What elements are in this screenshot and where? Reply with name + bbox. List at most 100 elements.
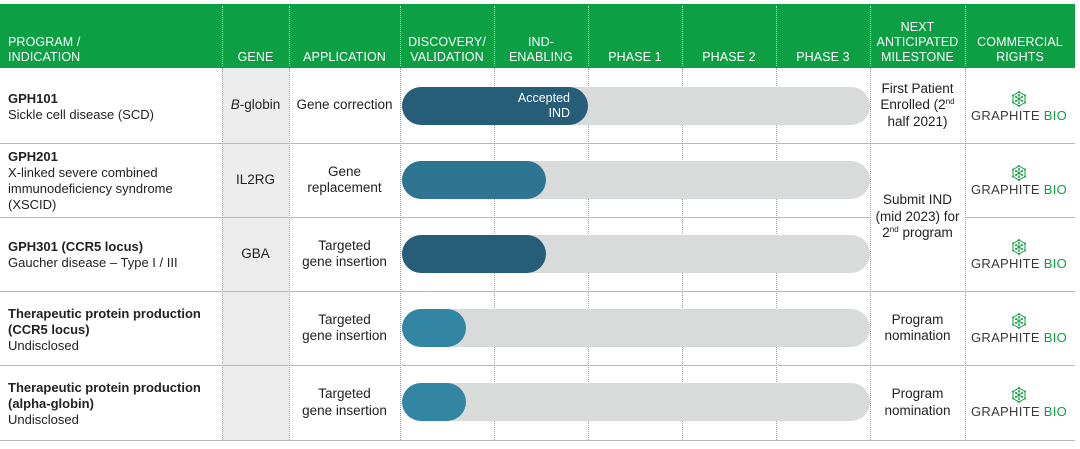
row-divider <box>0 365 1075 366</box>
header-milestone: NEXT ANTICIPATED MILESTONE <box>876 20 959 64</box>
progress-bar <box>402 161 546 199</box>
milestone-sup: nd <box>889 225 899 235</box>
header-rights: COMMERCIAL RIGHTS <box>977 35 1063 64</box>
row-divider <box>0 217 870 218</box>
header-column-divider <box>400 6 401 66</box>
header-column-divider <box>870 6 871 66</box>
logo-wordmark: GRAPHITE BIO <box>971 108 1067 123</box>
program-indication: Undisclosed <box>8 412 79 427</box>
program-indication: Gaucher disease – Type I / III <box>8 255 178 270</box>
header-column-divider <box>222 6 223 66</box>
graphite-hexagon-icon <box>1012 313 1026 329</box>
graphite-hexagon-icon <box>1012 239 1026 255</box>
program-cell: Therapeutic protein production (CCR5 loc… <box>8 306 218 354</box>
program-cell: GPH101 Sickle cell disease (SCD) <box>8 91 218 123</box>
gene-cell: IL2RG <box>235 171 276 187</box>
row-divider <box>0 143 1075 144</box>
milestone-cell: Program nomination <box>884 386 951 418</box>
program-name: Therapeutic protein production (alpha-gl… <box>8 380 201 411</box>
gene-cell: GBA <box>241 245 270 261</box>
gene-column-background <box>222 68 289 440</box>
header-application: APPLICATION <box>303 50 386 64</box>
progress-bar <box>402 87 588 125</box>
column-divider <box>400 68 401 440</box>
logo-word-graphite: GRAPHITE <box>970 330 1044 345</box>
column-divider <box>965 68 966 440</box>
header-column-divider <box>289 6 290 66</box>
progress-bar <box>402 309 466 347</box>
progress-bar-label: Accepted IND <box>517 91 570 120</box>
graphite-hexagon-icon <box>1012 91 1026 107</box>
progress-track <box>402 309 870 347</box>
gene-suffix: -globin <box>239 97 281 113</box>
header-ind-enabling: IND- ENABLING <box>508 35 573 64</box>
milestone-text: First Patient Enrolled (2 <box>880 80 954 113</box>
milestone-sup: nd <box>945 97 955 107</box>
header-phase3: PHASE 3 <box>796 50 850 64</box>
header-column-divider <box>682 6 683 66</box>
program-name: GPH101 <box>8 91 58 106</box>
logo-word-graphite: GRAPHITE <box>970 182 1044 197</box>
milestone-cell: Submit IND (mid 2023) for 2nd program <box>870 143 965 291</box>
header-column-divider <box>965 6 966 66</box>
graphite-hexagon-icon <box>1012 165 1026 181</box>
application-cell: Targeted gene insertion <box>302 311 387 344</box>
header-phase1: PHASE 1 <box>608 50 662 64</box>
logo-word-graphite: GRAPHITE <box>970 404 1044 419</box>
header-phase2: PHASE 2 <box>702 50 756 64</box>
graphite-bio-logo: GRAPHITE BIO <box>965 239 1073 271</box>
header-column-divider <box>494 6 495 66</box>
logo-wordmark: GRAPHITE BIO <box>971 256 1067 271</box>
header-discovery: DISCOVERY/ VALIDATION <box>408 35 486 64</box>
logo-word-graphite: GRAPHITE <box>970 256 1044 271</box>
logo-wordmark: GRAPHITE BIO <box>971 330 1067 345</box>
application-cell: Targeted gene insertion <box>302 237 387 270</box>
logo-wordmark: GRAPHITE BIO <box>971 182 1067 197</box>
milestone-text: half 2021) <box>887 113 948 129</box>
progress-track <box>402 383 870 421</box>
header-program: PROGRAM / INDICATION <box>8 35 81 64</box>
graphite-bio-logo: GRAPHITE BIO <box>965 165 1073 197</box>
column-divider <box>289 68 290 440</box>
program-cell: GPH301 (CCR5 locus) Gaucher disease – Ty… <box>8 239 218 271</box>
column-divider <box>870 68 871 440</box>
gene-prefix: B <box>230 97 240 113</box>
row-divider <box>0 291 1075 292</box>
logo-word-bio: BIO <box>1043 404 1068 419</box>
logo-word-bio: BIO <box>1043 256 1068 271</box>
program-name: Therapeutic protein production (CCR5 loc… <box>8 306 201 337</box>
progress-bar <box>402 235 546 273</box>
table-header <box>0 4 1075 68</box>
column-divider <box>222 68 223 440</box>
logo-word-bio: BIO <box>1043 108 1068 123</box>
program-name: GPH301 (CCR5 locus) <box>8 239 144 254</box>
row-divider <box>965 217 1075 218</box>
application-cell: Targeted gene insertion <box>302 386 387 418</box>
header-gene: GENE <box>237 50 274 64</box>
program-indication: Sickle cell disease (SCD) <box>8 107 154 122</box>
gene-cell: B-globin <box>222 68 289 143</box>
graphite-hexagon-icon <box>1012 387 1026 403</box>
program-cell: Therapeutic protein production (alpha-gl… <box>8 380 218 428</box>
milestone-cell: First Patient Enrolled (2nd half 2021) <box>870 68 965 143</box>
header-column-divider <box>776 6 777 66</box>
logo-word-bio: BIO <box>1043 330 1068 345</box>
header-column-divider <box>588 6 589 66</box>
logo-word-graphite: GRAPHITE <box>970 108 1044 123</box>
logo-wordmark: GRAPHITE BIO <box>971 404 1067 419</box>
graphite-bio-logo: GRAPHITE BIO <box>965 313 1073 345</box>
application-cell: Gene correction <box>296 97 393 113</box>
program-indication: Undisclosed <box>8 338 79 353</box>
program-name: GPH201 <box>8 149 58 164</box>
graphite-bio-logo: GRAPHITE BIO <box>965 387 1073 419</box>
application-cell: Gene replacement <box>307 163 382 196</box>
program-cell: GPH201 X-linked severe combined immunode… <box>8 149 218 213</box>
program-indication: X-linked severe combined immunodeficienc… <box>8 165 173 212</box>
milestone-text: Submit IND (mid 2023) for 2 <box>875 192 960 241</box>
row-divider <box>0 440 1075 441</box>
progress-bar <box>402 383 466 421</box>
milestone-text: program <box>898 225 953 241</box>
logo-word-bio: BIO <box>1043 182 1068 197</box>
milestone-cell: Program nomination <box>884 311 951 344</box>
graphite-bio-logo: GRAPHITE BIO <box>965 91 1073 123</box>
